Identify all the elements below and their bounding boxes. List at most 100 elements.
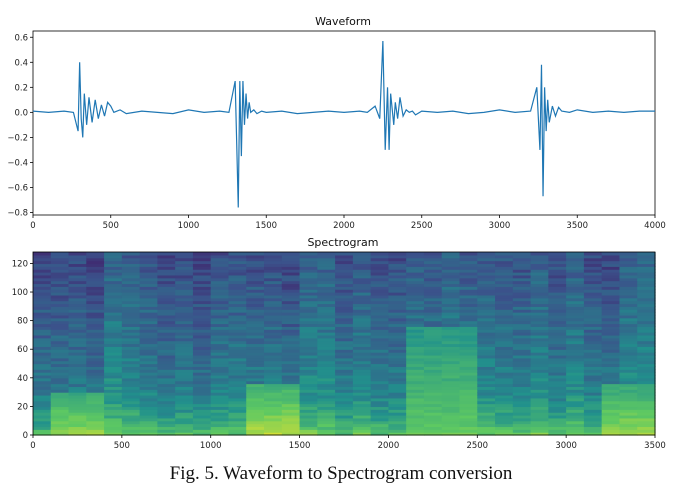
spectrogram-cell — [566, 263, 585, 267]
spectrogram-cell — [299, 272, 318, 276]
spectrogram-cell — [423, 323, 443, 327]
spectrogram-cell — [192, 320, 212, 325]
spectrogram-cell — [477, 417, 496, 422]
spectrogram-cell — [121, 412, 141, 416]
spectrogram-cell — [228, 280, 247, 285]
spectrogram-cell — [157, 352, 176, 356]
spectrogram-cell — [317, 280, 336, 285]
spectrogram-cell — [50, 346, 70, 350]
spectrogram-cell — [299, 312, 318, 316]
spectrogram-cell — [637, 289, 656, 293]
waveform-x-tick-label: 500 — [103, 221, 119, 231]
spectrogram-cell — [139, 300, 158, 305]
spectrogram-cell — [601, 360, 621, 365]
spectrogram-cell — [441, 303, 461, 307]
spectrogram-cell — [388, 340, 407, 345]
spectrogram-cell — [637, 394, 656, 399]
spectrogram-cell — [495, 280, 514, 285]
spectrogram-cell — [33, 289, 52, 293]
spectrogram-cell — [601, 389, 621, 393]
spectrogram-cell — [317, 257, 336, 262]
spectrogram-cell — [157, 429, 176, 433]
spectrogram-cell — [637, 326, 656, 330]
spectrogram-cell — [121, 389, 141, 393]
spectrogram-cell — [548, 392, 567, 396]
spectrogram-cell — [619, 392, 638, 396]
spectrogram-cell — [388, 429, 407, 433]
spectrogram-cell — [157, 263, 176, 267]
spectrogram-cell — [50, 403, 70, 408]
spectrogram-cell — [246, 363, 265, 367]
spectrogram-cell — [192, 263, 212, 267]
spectrogram-cell — [317, 352, 336, 356]
spectrogram-cell — [50, 312, 70, 316]
spectrogram-cell — [317, 297, 336, 302]
spectrogram-cell — [566, 383, 585, 387]
spectrogram-cell — [406, 269, 425, 273]
spectrogram-cell — [566, 329, 585, 333]
spectrogram-cell — [566, 420, 585, 425]
spectrogram-cell — [210, 380, 230, 385]
spectrogram-cell — [50, 417, 70, 422]
spectrogram-cell — [406, 374, 425, 379]
spectrogram-cell — [601, 372, 621, 376]
spectrogram-cell — [548, 426, 567, 430]
spectrogram-cell — [601, 263, 621, 267]
spectrogram-cell — [299, 386, 318, 390]
spectrogram-cell — [33, 334, 52, 339]
spectrogram-cell — [388, 317, 407, 322]
spectrogram-cell — [50, 352, 70, 356]
spectrogram-cell — [104, 409, 123, 413]
spectrogram-cell — [601, 423, 621, 428]
spectrogram-cell — [566, 280, 585, 285]
spectrogram-cell — [317, 303, 336, 307]
spectrogram-cell — [530, 280, 549, 285]
spectrogram-cell — [246, 263, 265, 267]
spectrogram-cell — [619, 366, 638, 370]
spectrogram-cell — [388, 423, 407, 428]
spectrogram-cell — [637, 363, 656, 367]
spectrogram-cell — [139, 417, 158, 422]
spectrogram-y-tick-label: 60 — [17, 345, 28, 355]
spectrogram-cell — [281, 312, 301, 316]
spectrogram-cell — [477, 329, 496, 333]
spectrogram-cell — [548, 412, 567, 416]
spectrogram-cell — [548, 286, 567, 290]
spectrogram-cell — [317, 263, 336, 267]
spectrogram-cell — [299, 297, 318, 302]
spectrogram-cell — [637, 337, 656, 342]
spectrogram-cell — [370, 366, 390, 370]
spectrogram-cell — [264, 286, 283, 290]
spectrogram-cell — [50, 429, 70, 433]
spectrogram-cell — [86, 269, 105, 273]
spectrogram-cell — [335, 397, 354, 402]
spectrogram-cell — [548, 334, 567, 339]
spectrogram-cell — [406, 289, 425, 293]
spectrogram-cell — [317, 272, 336, 276]
spectrogram-cell — [228, 429, 247, 433]
spectrogram-cell — [264, 314, 283, 319]
spectrogram-cell — [139, 274, 158, 279]
spectrogram-cell — [512, 360, 532, 365]
spectrogram-cell — [352, 326, 372, 330]
spectrogram-cell — [388, 289, 407, 293]
spectrogram-cell — [264, 403, 283, 408]
spectrogram-cell — [459, 426, 478, 430]
spectrogram-cell — [121, 337, 141, 342]
spectrogram-cell — [192, 369, 212, 373]
spectrogram-cell — [175, 380, 194, 385]
spectrogram-cell — [264, 326, 283, 330]
spectrogram-cell — [637, 292, 656, 296]
spectrogram-cell — [68, 423, 87, 428]
spectrogram-cell — [192, 426, 212, 430]
spectrogram-cell — [264, 272, 283, 276]
spectrogram-cell — [530, 300, 549, 305]
spectrogram-cell — [264, 417, 283, 422]
spectrogram-cell — [423, 372, 443, 376]
spectrogram-cell — [406, 309, 425, 313]
spectrogram-cell — [583, 257, 603, 262]
spectrogram-cell — [104, 314, 123, 319]
spectrogram-cell — [583, 314, 603, 319]
spectrogram-cell — [50, 303, 70, 307]
